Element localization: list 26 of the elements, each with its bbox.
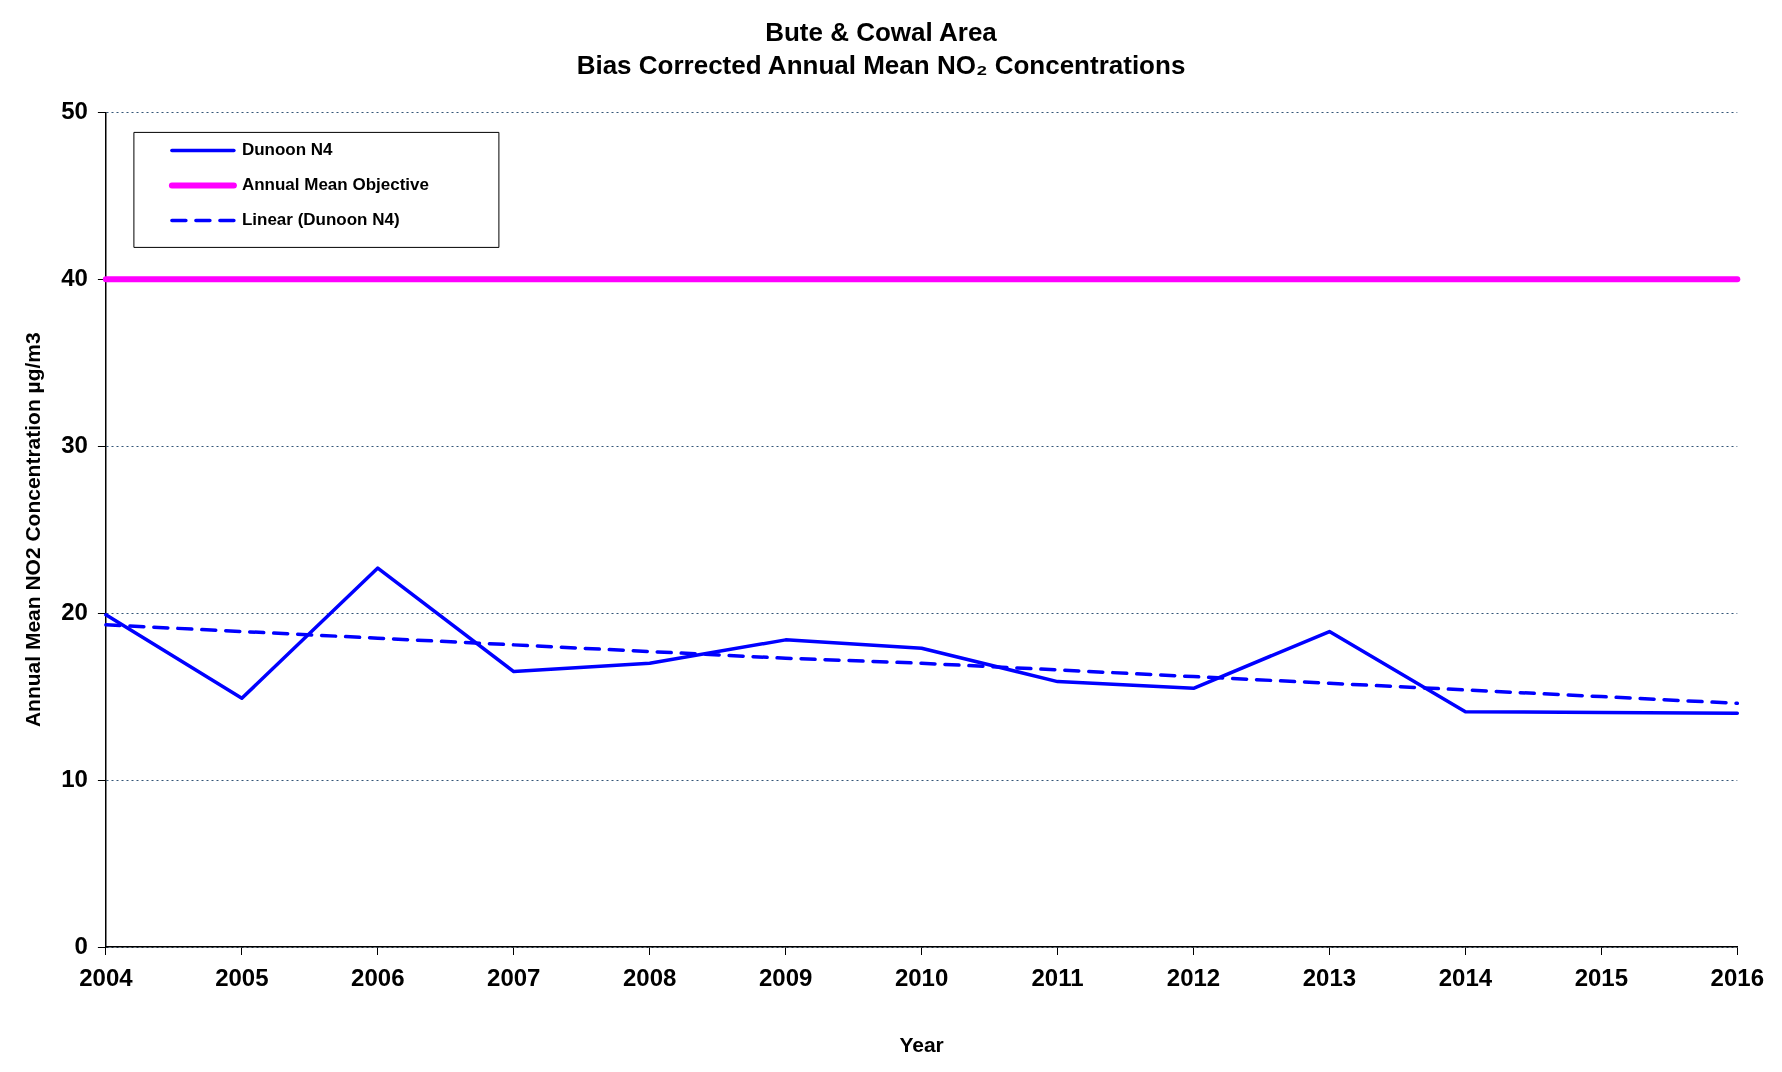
x-tick-label: 2004 <box>79 964 134 992</box>
x-tick-label: 2011 <box>1031 964 1084 992</box>
x-tick-label: 2013 <box>1302 964 1357 992</box>
x-tick-label: 2015 <box>1574 964 1629 992</box>
y-tick-label: 30 <box>61 430 88 458</box>
chart-title: Bute & Cowal Area <box>765 16 998 47</box>
x-tick-label: 2009 <box>758 964 813 992</box>
y-tick-label: 40 <box>61 263 88 291</box>
y-tick-label: 10 <box>61 764 88 792</box>
legend-label: Annual Mean Objective <box>241 175 429 195</box>
x-tick-label: 2014 <box>1438 964 1493 992</box>
x-tick-label: 2006 <box>351 964 405 992</box>
y-tick-label: 0 <box>74 931 88 959</box>
x-tick-label: 2010 <box>894 964 949 992</box>
x-tick-label: 2007 <box>487 964 541 992</box>
y-axis-title: Annual Mean NO2 Concentration µg/m3 <box>21 332 45 728</box>
y-tick-label: 20 <box>61 597 88 625</box>
legend-label: Dunoon N4 <box>241 140 334 160</box>
chart-subtitle: Bias Corrected Annual Mean NO₂ Concentrations <box>576 49 1186 80</box>
x-tick-label: 2012 <box>1166 964 1221 992</box>
x-tick-label: 2005 <box>215 964 269 992</box>
x-tick-label: 2008 <box>623 964 677 992</box>
legend-label: Linear (Dunoon N4) <box>241 210 400 230</box>
x-axis-title: Year <box>899 1033 944 1057</box>
y-tick-label: 50 <box>61 97 88 125</box>
x-tick-label: 2016 <box>1710 964 1764 992</box>
